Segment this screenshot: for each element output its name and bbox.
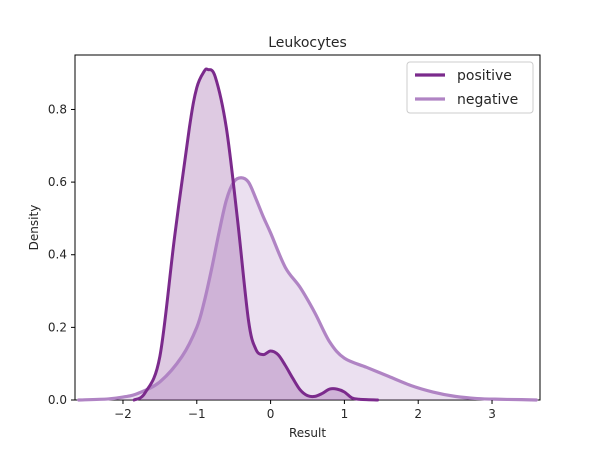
x-tick-label: 3: [488, 407, 496, 421]
y-axis: 0.0 0.2 0.4 0.6 0.8: [48, 102, 75, 407]
legend-label-negative: negative: [457, 92, 518, 108]
series-layer: [77, 67, 538, 402]
legend: positive negative: [406, 61, 534, 114]
x-tick-label: 0: [267, 407, 275, 421]
x-tick-label: −2: [114, 407, 132, 421]
series-negative-line: [77, 176, 538, 402]
legend-label-positive: positive: [457, 68, 512, 84]
y-axis-title: Density: [27, 205, 41, 251]
plot-frame: [74, 54, 541, 401]
x-tick-label: 1: [341, 407, 349, 421]
x-tick-label: 2: [414, 407, 422, 421]
x-axis-title: Result: [289, 426, 326, 440]
y-tick-label: 0.8: [48, 102, 67, 116]
series-positive-line: [132, 67, 380, 402]
y-tick-label: 0.2: [48, 320, 67, 334]
chart-title: Leukocytes: [268, 35, 347, 51]
y-tick-label: 0.0: [48, 393, 67, 407]
y-tick-label: 0.6: [48, 175, 67, 189]
x-axis: −2 −1 0 1 2 3: [114, 400, 496, 421]
series-negative-area: [78, 177, 537, 400]
x-tick-label: −1: [188, 407, 206, 421]
series-positive-area: [134, 68, 378, 401]
y-tick-label: 0.4: [48, 248, 67, 262]
